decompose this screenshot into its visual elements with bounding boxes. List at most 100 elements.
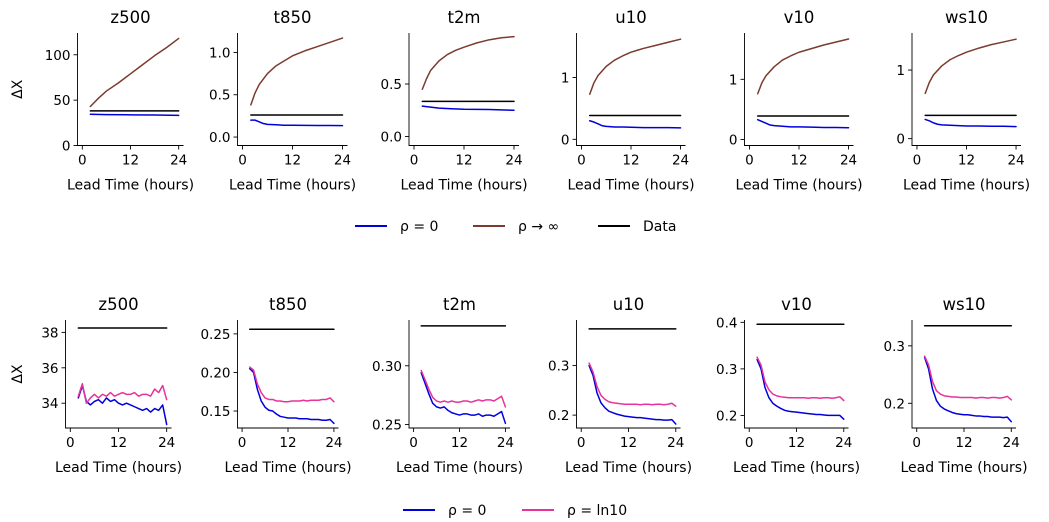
y-tick-label: 1.0 (209, 45, 230, 61)
series-line-rholn10 (756, 356, 845, 402)
series-line-rhoinf (250, 37, 344, 106)
panel-title: u10 (613, 295, 644, 314)
y-tick-label: 1 (729, 72, 738, 88)
series-line-rhoinf (924, 38, 1017, 95)
panel-z500-bottom: 0 12 24 34 36 38 z500 Lead Time (hours) ΔX (10, 295, 182, 476)
x-tick-label: 0 (78, 153, 87, 169)
series-line-rholn10 (588, 362, 677, 407)
axis-spines (576, 33, 686, 146)
y-tick-label: 0.3 (548, 359, 569, 375)
x-tick-label: 24 (672, 153, 689, 169)
series-line-rhoinf (756, 38, 850, 95)
x-tick-label: 12 (451, 435, 468, 451)
x-tick-label: 0 (745, 435, 754, 451)
y-tick-label: 0.5 (381, 77, 402, 93)
series-line-rho0 (248, 367, 335, 425)
y-axis-label: ΔX (10, 79, 26, 99)
x-axis-label: Lead Time (hours) (567, 178, 694, 194)
x-tick-label: 12 (955, 435, 972, 451)
series-line-rho0 (756, 118, 850, 129)
panel-title: t2m (447, 8, 480, 27)
x-axis-label: Lead Time (hours) (565, 460, 692, 476)
series-line-rholn10 (248, 366, 335, 403)
series-line-rholn10 (923, 355, 1013, 401)
x-tick-label: 24 (170, 153, 187, 169)
y-tick-label: 0 (62, 139, 71, 155)
legend-bottom: ρ = 0 ρ = ln10 (403, 503, 627, 519)
x-axis-label: Lead Time (hours) (55, 460, 182, 476)
legend-label-rhoinf: ρ → ∞ (518, 219, 559, 235)
y-tick-label: 0.30 (372, 359, 402, 375)
axis-spines (911, 320, 1016, 429)
x-axis-label: Lead Time (hours) (900, 460, 1027, 476)
x-tick-label: 24 (158, 435, 175, 451)
series-line-rhoinf (588, 38, 682, 95)
series-line-rho0 (924, 118, 1017, 128)
axis-spines (744, 33, 854, 146)
y-tick-label: 34 (41, 396, 58, 412)
series-line-rholn10 (77, 382, 168, 404)
y-tick-label: 0.20 (200, 365, 230, 381)
x-tick-label: 12 (622, 153, 639, 169)
legend-label-rho0: ρ = 0 (400, 219, 438, 235)
x-tick-label: 24 (325, 435, 342, 451)
x-tick-label: 0 (913, 153, 922, 169)
y-tick-label: 38 (41, 325, 58, 341)
x-axis-label: Lead Time (hours) (733, 460, 860, 476)
axis-spines (408, 33, 519, 146)
panel-title: t850 (269, 295, 307, 314)
y-tick-label: 0 (729, 132, 738, 148)
panel-t2m-top: 0 12 24 0.0 0.5 t2m Lead Time (hours) (381, 8, 528, 194)
axis-spines (237, 320, 339, 429)
series-line-rho0 (588, 120, 682, 129)
x-tick-label: 24 (497, 435, 514, 451)
axis-spines (408, 320, 510, 429)
x-axis-label: Lead Time (hours) (903, 178, 1030, 194)
x-axis-label: Lead Time (hours) (396, 460, 523, 476)
panel-title: v10 (781, 295, 812, 314)
panel-u10-top: 0 12 24 0 1 u10 Lead Time (hours) (561, 8, 695, 194)
x-tick-label: 12 (790, 153, 807, 169)
y-tick-label: 36 (41, 361, 58, 377)
x-tick-label: 24 (334, 153, 351, 169)
series-line-rho0 (250, 119, 344, 127)
y-tick-label: 0.3 (716, 362, 737, 378)
legend-label-rho0: ρ = 0 (448, 503, 486, 519)
x-tick-label: 12 (958, 153, 975, 169)
panel-u10-bottom: 0 12 24 0.2 0.3 u10 Lead Time (hours) (548, 295, 692, 476)
legend-label-data: Data (643, 219, 676, 235)
legend-top: ρ = 0 ρ → ∞ Data (355, 219, 676, 235)
y-tick-label: 1 (896, 63, 905, 79)
y-tick-label: 100 (45, 48, 71, 64)
x-tick-label: 12 (788, 435, 805, 451)
series-line-rho0 (923, 356, 1013, 423)
axis-spines (576, 320, 681, 429)
y-tick-label: 1 (561, 71, 570, 87)
panel-v10-top: 0 12 24 0 1 v10 Lead Time (hours) (729, 8, 863, 194)
x-tick-label: 24 (1003, 435, 1020, 451)
panel-title: t850 (274, 8, 312, 27)
panel-title: z500 (110, 8, 150, 27)
y-tick-label: 0 (896, 132, 905, 148)
x-axis-label: Lead Time (hours) (67, 178, 194, 194)
x-axis-label: Lead Time (hours) (735, 178, 862, 194)
panel-t850-top: 0 12 24 0.0 0.5 1.0 t850 Lead Time (hours) (209, 8, 356, 194)
y-tick-label: 0.2 (884, 396, 905, 412)
x-tick-label: 0 (577, 153, 586, 169)
x-tick-label: 24 (1007, 153, 1024, 169)
y-tick-label: 0.0 (381, 130, 402, 146)
panel-t2m-bottom: 0 12 24 0.25 0.30 t2m Lead Time (hours) (372, 295, 523, 476)
panel-ws10-bottom: 0 12 24 0.2 0.3 ws10 Lead Time (hours) (884, 295, 1028, 476)
x-tick-label: 12 (122, 153, 139, 169)
panel-title: ws10 (942, 295, 985, 314)
x-tick-label: 24 (667, 435, 684, 451)
x-tick-label: 12 (455, 153, 472, 169)
x-tick-label: 0 (409, 435, 418, 451)
series-line-rho0 (756, 358, 845, 420)
y-tick-label: 0.2 (716, 408, 737, 424)
panel-title: z500 (98, 295, 138, 314)
x-axis-label: Lead Time (hours) (400, 178, 527, 194)
panel-title: ws10 (945, 8, 988, 27)
